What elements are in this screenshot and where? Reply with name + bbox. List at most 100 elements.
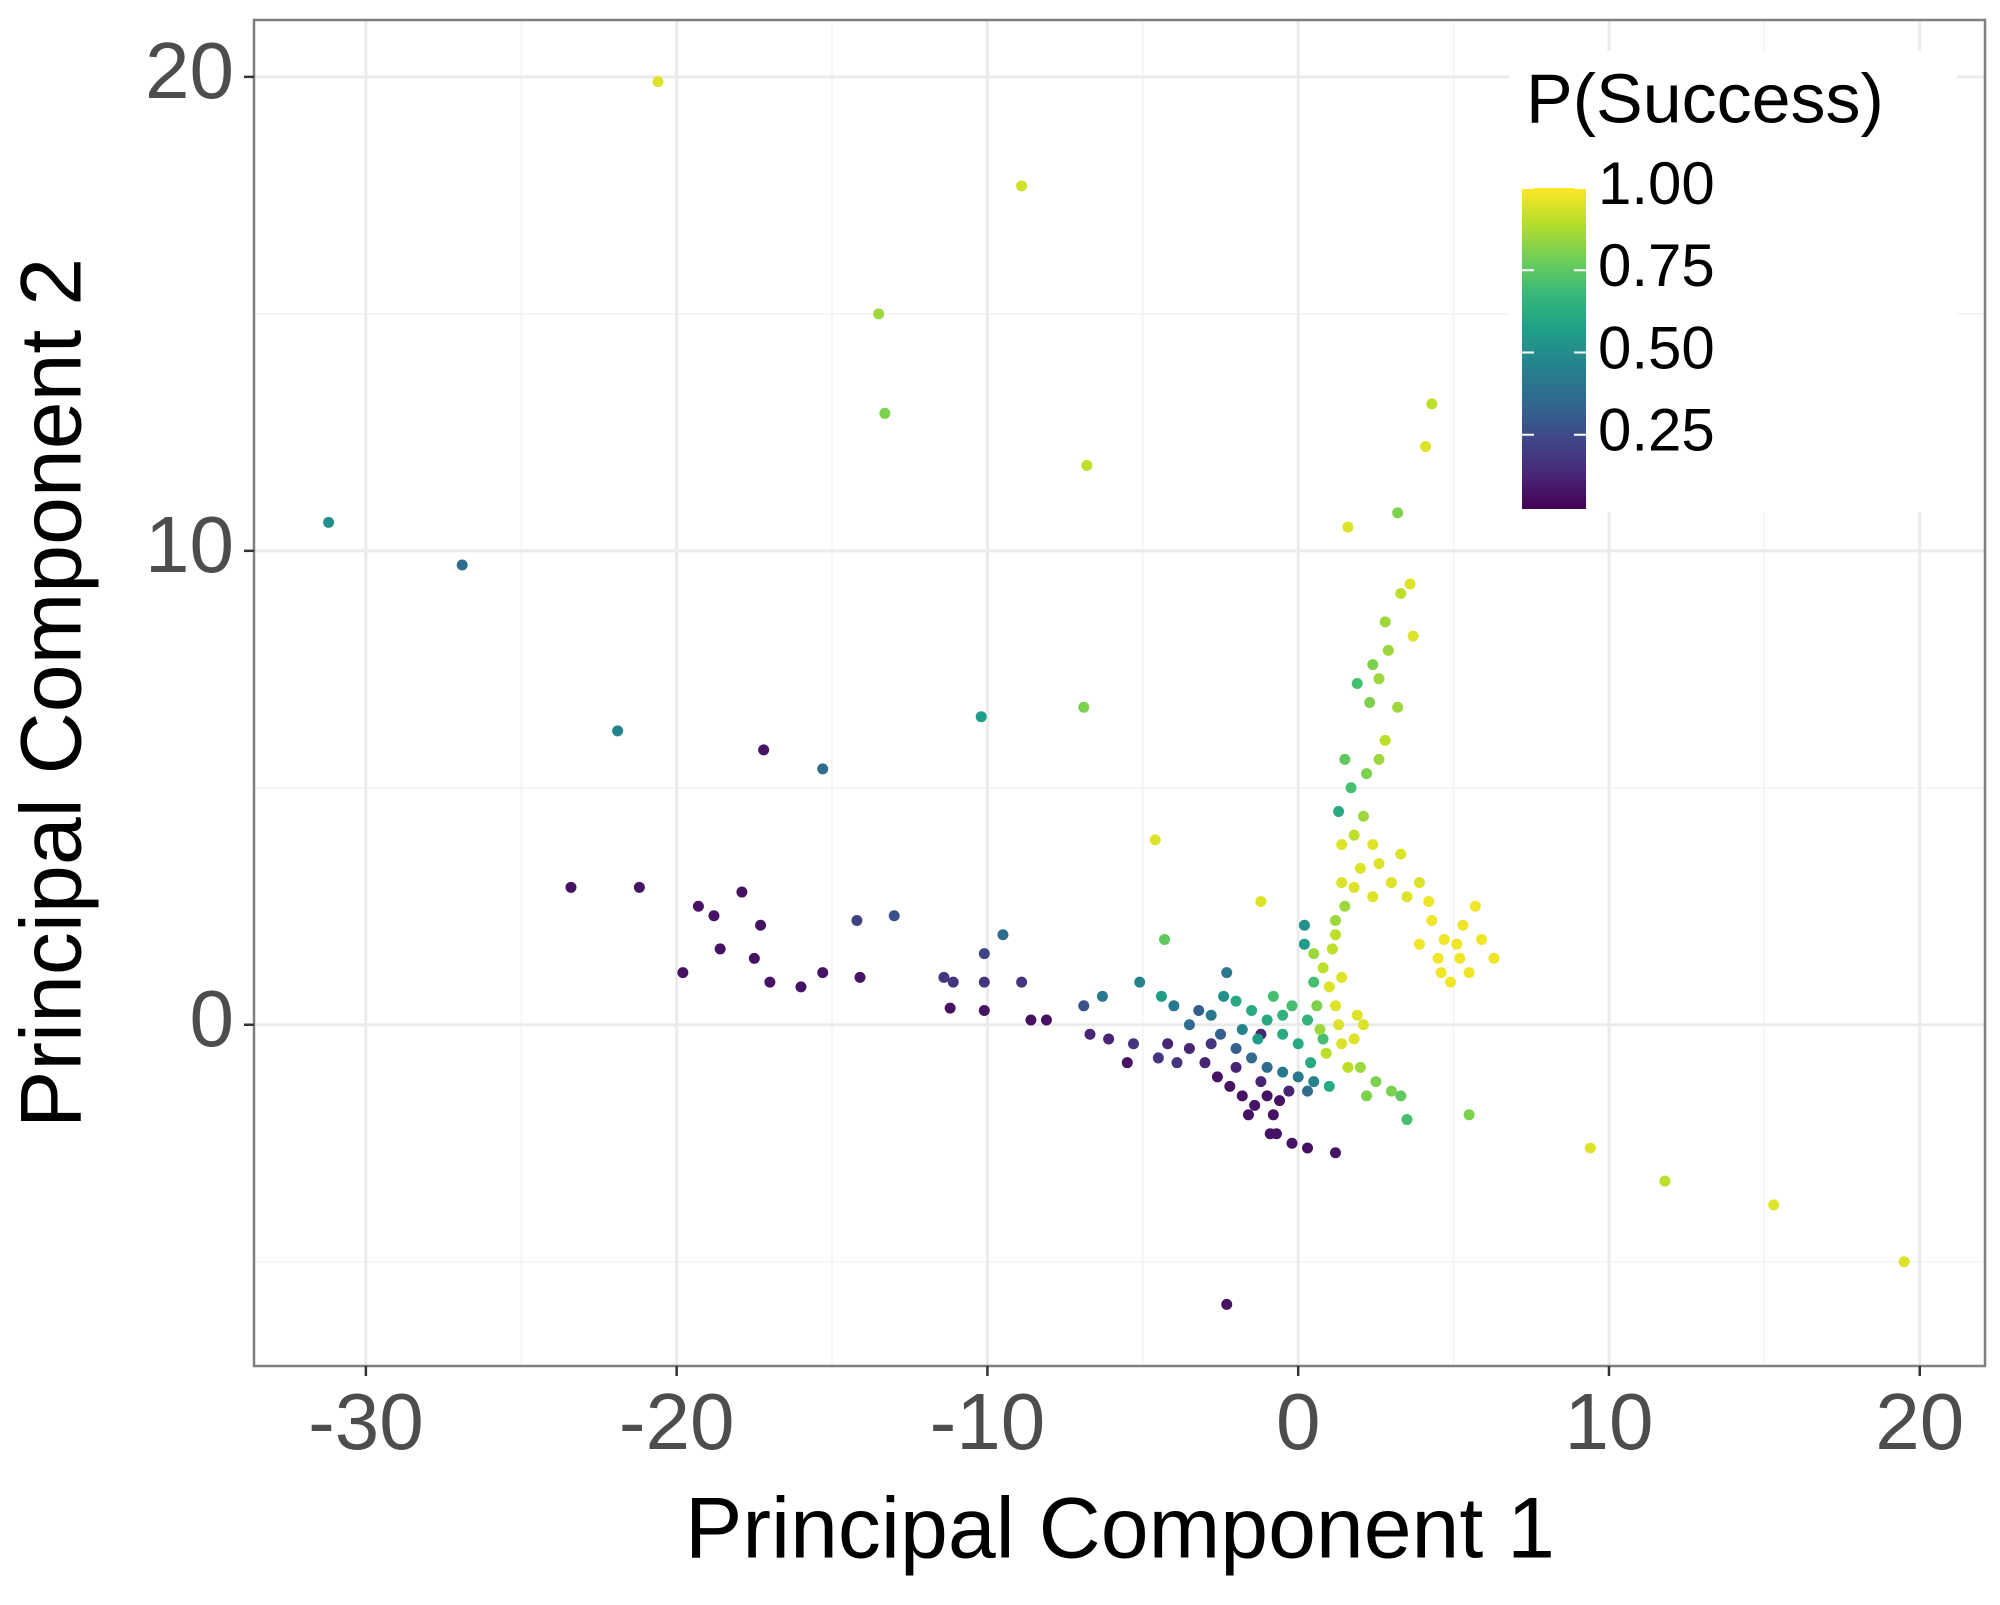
point bbox=[1193, 1005, 1205, 1017]
point bbox=[1277, 1009, 1289, 1021]
point bbox=[1392, 701, 1404, 713]
point bbox=[1345, 782, 1357, 794]
point bbox=[1183, 1042, 1195, 1054]
point bbox=[1230, 1042, 1242, 1054]
point bbox=[1659, 1175, 1671, 1187]
point bbox=[1463, 967, 1475, 979]
point bbox=[1283, 1085, 1295, 1097]
point bbox=[1261, 1090, 1273, 1102]
point bbox=[1336, 877, 1348, 889]
point bbox=[1333, 805, 1345, 817]
point bbox=[1308, 1076, 1320, 1088]
point bbox=[1426, 914, 1438, 926]
point bbox=[1205, 1009, 1217, 1021]
point bbox=[1246, 1005, 1258, 1017]
point bbox=[1404, 578, 1416, 590]
point bbox=[1451, 938, 1463, 950]
point bbox=[1432, 952, 1444, 964]
point bbox=[978, 976, 990, 988]
point bbox=[1159, 933, 1171, 945]
panel-border bbox=[252, 18, 1987, 1368]
point bbox=[1351, 1009, 1363, 1021]
point bbox=[1373, 858, 1385, 870]
point bbox=[1277, 1028, 1289, 1040]
point bbox=[1302, 1142, 1314, 1154]
point bbox=[1308, 976, 1320, 988]
point bbox=[748, 952, 760, 964]
colorbar-label: 0.25 bbox=[1598, 397, 1715, 464]
point bbox=[714, 943, 726, 955]
point bbox=[1277, 1066, 1289, 1078]
point bbox=[1444, 976, 1456, 988]
point bbox=[1361, 768, 1373, 780]
point bbox=[1395, 1090, 1407, 1102]
point bbox=[1236, 1090, 1248, 1102]
point bbox=[1329, 1147, 1341, 1159]
point bbox=[1361, 1090, 1373, 1102]
point bbox=[1298, 938, 1310, 950]
point bbox=[1199, 1057, 1211, 1069]
point bbox=[817, 763, 829, 775]
point bbox=[1326, 943, 1338, 955]
point bbox=[1342, 521, 1354, 533]
point bbox=[888, 910, 900, 922]
point bbox=[1218, 990, 1230, 1002]
point bbox=[1155, 990, 1167, 1002]
point bbox=[1261, 1014, 1273, 1026]
point bbox=[323, 516, 335, 528]
point bbox=[1488, 952, 1500, 964]
y-tick-label: 0 bbox=[190, 974, 235, 1063]
point bbox=[1420, 441, 1432, 453]
point bbox=[1357, 1019, 1369, 1031]
point bbox=[1454, 952, 1466, 964]
point bbox=[1078, 1000, 1090, 1012]
point bbox=[1385, 1085, 1397, 1097]
point bbox=[1336, 839, 1348, 851]
point bbox=[1221, 1298, 1233, 1310]
point bbox=[1463, 1109, 1475, 1121]
point bbox=[795, 981, 807, 993]
point bbox=[1292, 1038, 1304, 1050]
point bbox=[1255, 896, 1267, 908]
point bbox=[633, 881, 645, 893]
colorbar-label: 0.50 bbox=[1598, 314, 1715, 381]
x-tick-label: 0 bbox=[1276, 1377, 1321, 1466]
point bbox=[1255, 1076, 1267, 1088]
point bbox=[1320, 1047, 1332, 1059]
point bbox=[1476, 933, 1488, 945]
point bbox=[764, 976, 776, 988]
point bbox=[1149, 834, 1161, 846]
point bbox=[1339, 900, 1351, 912]
point bbox=[692, 900, 704, 912]
point bbox=[736, 886, 748, 898]
point bbox=[1379, 734, 1391, 746]
point bbox=[1323, 1080, 1335, 1092]
point bbox=[1249, 1099, 1261, 1111]
point bbox=[1168, 1000, 1180, 1012]
point bbox=[1242, 1109, 1254, 1121]
point bbox=[1457, 919, 1469, 931]
point bbox=[1286, 1137, 1298, 1149]
point bbox=[1329, 1000, 1341, 1012]
point bbox=[1096, 990, 1108, 1002]
point bbox=[1025, 1014, 1037, 1026]
point bbox=[1246, 1052, 1258, 1064]
point bbox=[1314, 1024, 1326, 1035]
point bbox=[612, 725, 624, 737]
point bbox=[1469, 900, 1481, 912]
point bbox=[1267, 1109, 1279, 1121]
point bbox=[1317, 962, 1329, 974]
point bbox=[879, 407, 891, 419]
point bbox=[1292, 1071, 1304, 1083]
point bbox=[1270, 1128, 1282, 1140]
y-tick-label: 10 bbox=[145, 500, 234, 589]
x-tick-label: -30 bbox=[308, 1377, 424, 1466]
point bbox=[978, 1005, 990, 1017]
point bbox=[1211, 1071, 1223, 1083]
point bbox=[1413, 877, 1425, 889]
point bbox=[1317, 1033, 1329, 1045]
point bbox=[1224, 1080, 1236, 1092]
point bbox=[1348, 881, 1360, 893]
